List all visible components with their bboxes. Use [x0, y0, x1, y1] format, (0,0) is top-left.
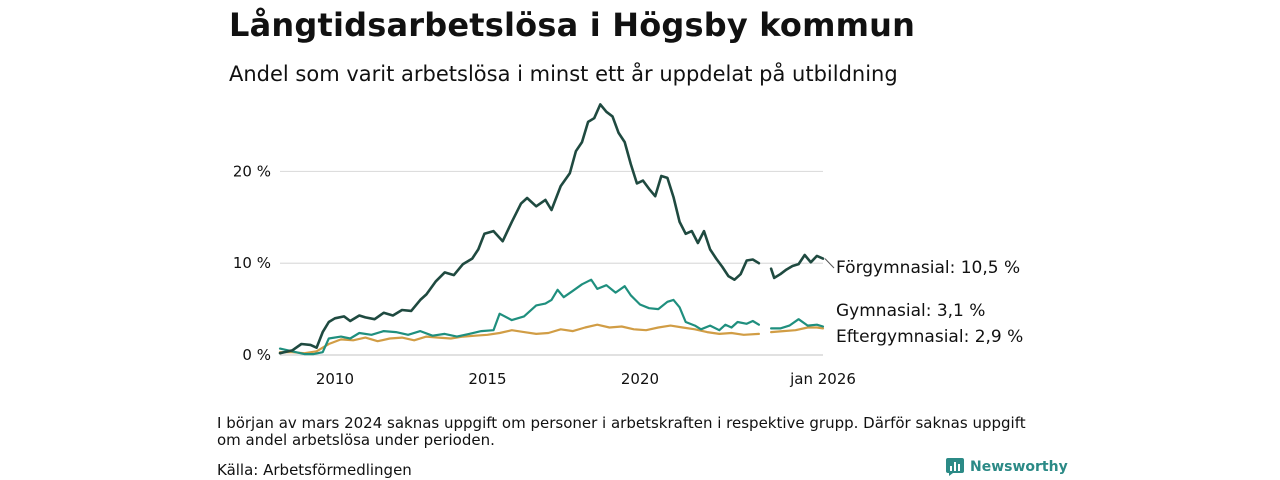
brand-name: Newsworthy	[970, 459, 1068, 475]
bar-chart-icon	[946, 458, 964, 476]
label-leader-line	[824, 258, 835, 269]
series-line-förgymnasial-after-gap	[769, 253, 825, 280]
x-tick-label: 2020	[621, 370, 659, 388]
series-lines	[278, 103, 825, 356]
chart-subtitle: Andel som varit arbetslösa i minst ett å…	[229, 62, 898, 86]
x-tick-label: jan 2026	[789, 370, 856, 388]
gridlines	[280, 170, 823, 356]
series-label-eftergymnasial: Eftergymnasial: 2,9 %	[836, 327, 1023, 347]
y-tick-label: 10 %	[233, 254, 271, 272]
series-line-gymnasial	[278, 278, 760, 356]
newsworthy-logo: Newsworthy	[946, 458, 1068, 476]
axes: 0 % 10 % 20 % 2010 2015 2020 jan 2026	[233, 162, 856, 388]
x-tick-label: 2010	[316, 370, 354, 388]
y-tick-label: 20 %	[233, 162, 271, 180]
series-labels: Förgymnasial: 10,5 % Gymnasial: 3,1 % Efte…	[824, 258, 1023, 347]
line-chart: 0 % 10 % 20 % 2010 2015 2020 jan 2026 Förgymna…	[233, 103, 1023, 388]
footnote: I början av mars 2024 saknas uppgift om …	[217, 414, 1026, 449]
series-line-eftergymnasial-after-gap	[770, 326, 825, 334]
series-line-eftergymnasial	[278, 323, 760, 355]
series-label-gymnasial: Gymnasial: 3,1 %	[836, 301, 985, 321]
x-tick-label: 2015	[468, 370, 506, 388]
series-line-gymnasial-after-gap	[770, 318, 825, 330]
series-line-förgymnasial	[278, 103, 761, 355]
y-tick-label: 0 %	[242, 346, 271, 364]
source-credit: Källa: Arbetsförmedlingen	[217, 461, 412, 479]
chart-title: Långtidsarbetslösa i Högsby kommun	[229, 6, 916, 44]
series-label-förgymnasial: Förgymnasial: 10,5 %	[836, 258, 1020, 278]
